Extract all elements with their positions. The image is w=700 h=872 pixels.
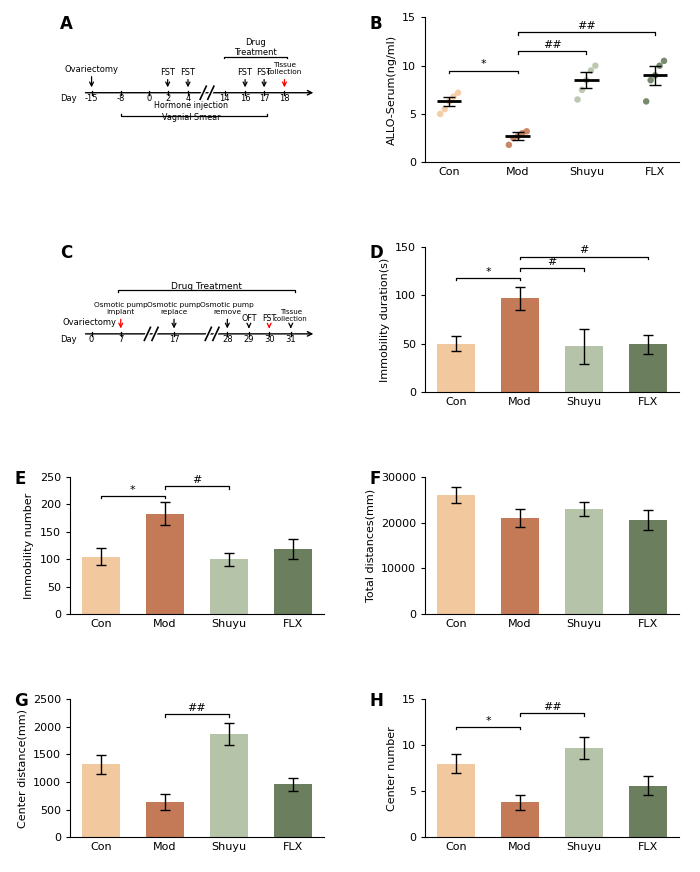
Point <box>508 131 519 145</box>
Text: Ovariectomy: Ovariectomy <box>64 65 118 74</box>
Text: E: E <box>14 470 25 487</box>
Point <box>645 73 656 87</box>
Text: ##: ## <box>188 703 206 713</box>
Text: 0: 0 <box>89 335 95 344</box>
Text: 17: 17 <box>259 93 270 103</box>
Text: 29: 29 <box>244 335 254 344</box>
Text: C: C <box>60 244 72 262</box>
Text: #: # <box>547 257 556 267</box>
Text: -15: -15 <box>85 93 98 103</box>
Point <box>439 102 450 116</box>
Text: 16: 16 <box>240 93 251 103</box>
Bar <box>210 734 248 837</box>
Bar <box>501 298 539 392</box>
Text: Drug Treatment: Drug Treatment <box>171 282 242 290</box>
Y-axis label: Total distances(mm): Total distances(mm) <box>365 489 375 602</box>
Point <box>512 129 524 143</box>
Text: FST: FST <box>237 68 253 77</box>
Point <box>650 68 661 82</box>
Text: G: G <box>14 692 28 711</box>
Text: F: F <box>370 470 381 487</box>
Text: Osmotic pump
replace: Osmotic pump replace <box>147 303 201 316</box>
Point <box>640 94 652 108</box>
Text: 17: 17 <box>169 335 179 344</box>
Bar <box>629 521 668 615</box>
Text: FST: FST <box>262 314 276 324</box>
Point <box>435 107 446 121</box>
Text: FST: FST <box>257 68 272 77</box>
Text: 30: 30 <box>264 335 274 344</box>
Bar <box>501 518 539 615</box>
Text: #: # <box>193 475 202 486</box>
Bar <box>437 344 475 392</box>
Text: Ovariectomy: Ovariectomy <box>62 318 116 327</box>
Text: OFT: OFT <box>241 314 257 324</box>
Text: Osmotic pump
implant: Osmotic pump implant <box>94 303 148 316</box>
Y-axis label: Center number: Center number <box>386 726 397 811</box>
Bar <box>274 549 312 615</box>
Bar <box>629 786 668 837</box>
Bar <box>565 508 603 615</box>
Bar <box>81 556 120 615</box>
Text: Tissue
collection: Tissue collection <box>274 310 307 322</box>
Bar <box>565 346 603 392</box>
Text: Drug
Treatment: Drug Treatment <box>234 37 276 57</box>
Y-axis label: Center distance(mm): Center distance(mm) <box>18 709 27 828</box>
Point <box>590 58 601 72</box>
Bar <box>274 784 312 837</box>
Text: ##: ## <box>542 40 561 50</box>
Text: 0: 0 <box>146 93 151 103</box>
Text: D: D <box>370 244 383 262</box>
Text: ##: ## <box>577 21 596 31</box>
Point <box>444 94 455 108</box>
Bar <box>81 765 120 837</box>
Bar <box>501 802 539 837</box>
Text: Osmotic pump
remove: Osmotic pump remove <box>200 303 254 316</box>
Text: 7: 7 <box>118 335 123 344</box>
Y-axis label: Immobility number: Immobility number <box>25 493 34 599</box>
Point <box>585 64 596 78</box>
Bar <box>146 802 184 837</box>
Text: *: * <box>485 267 491 276</box>
Bar <box>437 764 475 837</box>
Bar <box>437 495 475 615</box>
Text: ##: ## <box>542 702 561 712</box>
Text: H: H <box>370 692 384 711</box>
Text: 18: 18 <box>279 93 290 103</box>
Point <box>521 125 532 139</box>
Point <box>576 83 587 97</box>
Text: 28: 28 <box>222 335 232 344</box>
Bar <box>210 559 248 615</box>
Text: 31: 31 <box>286 335 296 344</box>
Text: Day: Day <box>60 335 77 344</box>
Text: Tissue
collection: Tissue collection <box>267 62 302 75</box>
Text: *: * <box>485 716 491 726</box>
Point <box>572 92 583 106</box>
Text: A: A <box>60 15 73 32</box>
Text: Day: Day <box>60 93 77 103</box>
Text: Hormone injection
Vagnial Smear: Hormone injection Vagnial Smear <box>154 101 228 121</box>
Y-axis label: ALLO-Serum(ng/ml): ALLO-Serum(ng/ml) <box>386 35 397 145</box>
Point <box>581 73 592 87</box>
Text: #: # <box>580 246 589 255</box>
Text: 4: 4 <box>186 93 190 103</box>
Point <box>659 54 670 68</box>
Text: 14: 14 <box>220 93 230 103</box>
Text: -8: -8 <box>117 93 125 103</box>
Bar <box>565 748 603 837</box>
Text: FST: FST <box>160 68 175 77</box>
Text: 2: 2 <box>165 93 170 103</box>
Point <box>448 90 459 104</box>
Text: FST: FST <box>181 68 195 77</box>
Text: *: * <box>481 59 486 70</box>
Bar <box>146 514 184 615</box>
Text: B: B <box>370 15 382 32</box>
Point <box>654 58 665 72</box>
Point <box>452 85 463 99</box>
Text: *: * <box>130 485 136 494</box>
Y-axis label: Immobility duration(s): Immobility duration(s) <box>379 257 390 382</box>
Bar <box>629 344 668 392</box>
Point <box>517 126 528 140</box>
Point <box>503 138 514 152</box>
